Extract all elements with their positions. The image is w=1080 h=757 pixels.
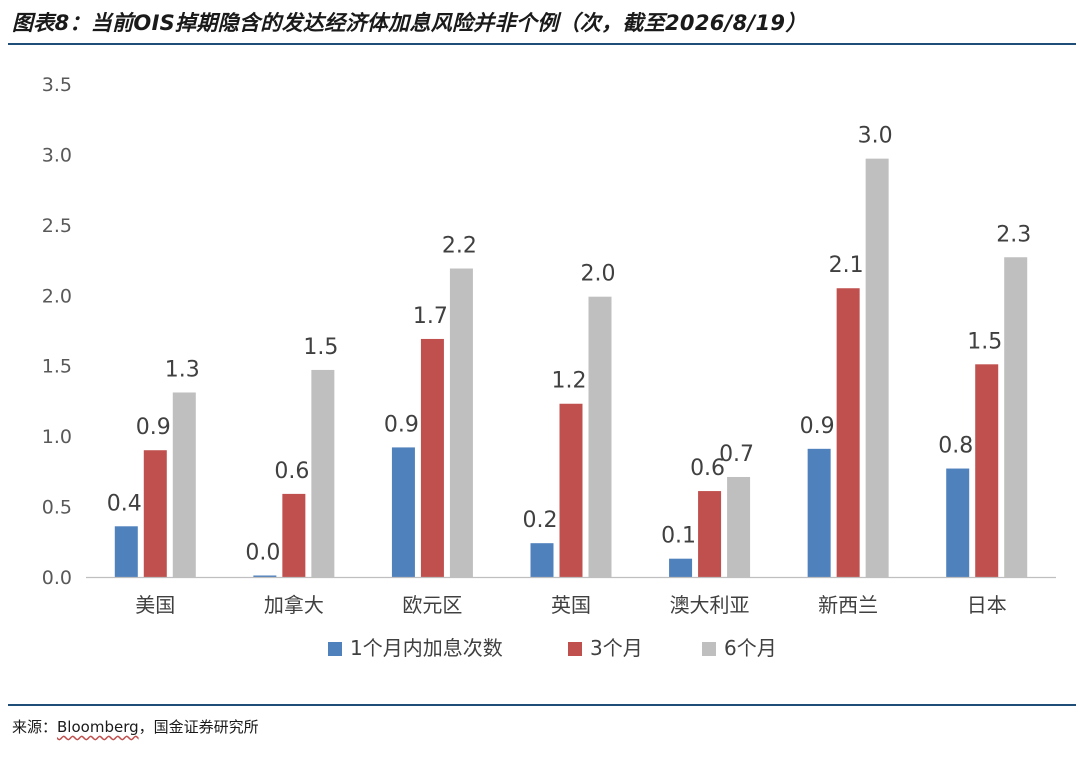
- bar-2: [836, 288, 860, 577]
- bars: [114, 158, 1028, 577]
- bar-3: [865, 158, 889, 577]
- bar-3: [588, 296, 612, 577]
- data-label: 2.0: [581, 262, 616, 287]
- bar-3: [727, 476, 751, 577]
- data-label: 0.0: [245, 541, 280, 566]
- data-label: 0.6: [690, 456, 725, 481]
- data-label: 0.2: [523, 508, 558, 533]
- y-tick-label: 3.5: [42, 74, 72, 96]
- data-label: 1.5: [967, 329, 1002, 354]
- x-tick-label: 英国: [551, 593, 591, 617]
- title-divider: [8, 43, 1076, 45]
- bar-1: [530, 543, 554, 577]
- y-tick-label: 1.0: [42, 426, 72, 448]
- y-tick-label: 3.0: [42, 144, 72, 166]
- source-suffix: ，国金证券研究所: [138, 718, 259, 736]
- bar-chart: 0.0 0.5 1.0 1.5 2.0 2.5 3.0 3.5 0.4 0.9 1.3 0.0 0.6…: [42, 74, 1056, 660]
- source-note: 来源：Bloomberg，国金证券研究所: [12, 716, 259, 737]
- bar-1: [391, 447, 415, 577]
- y-axis: 0.0 0.5 1.0 1.5 2.0 2.5 3.0 3.5: [42, 74, 72, 589]
- y-tick-label: 2.5: [42, 215, 72, 237]
- legend: 1个月内加息次数 3个月 6个月: [328, 636, 777, 660]
- bar-2: [975, 364, 999, 577]
- data-label: 0.9: [384, 412, 419, 437]
- x-axis: 美国 加拿大 欧元区 英国 澳大利亚 新西兰 日本: [135, 593, 1006, 617]
- bar-1: [807, 448, 831, 577]
- bar-3: [1004, 257, 1028, 577]
- data-label: 0.6: [274, 459, 309, 484]
- bar-2: [143, 450, 167, 577]
- bar-3: [311, 369, 335, 577]
- bar-2: [420, 338, 444, 577]
- data-label: 0.1: [661, 524, 696, 549]
- bar-2: [559, 403, 583, 577]
- data-label: 0.8: [938, 434, 973, 459]
- data-label: 0.7: [719, 442, 754, 467]
- data-label: 0.9: [136, 415, 171, 440]
- bar-1: [253, 575, 277, 577]
- data-label: 1.7: [413, 304, 448, 329]
- legend-swatch: [702, 642, 716, 656]
- legend-swatch: [568, 642, 582, 656]
- y-tick-label: 0.0: [42, 567, 72, 589]
- x-tick-label: 澳大利亚: [670, 593, 750, 617]
- bar-3: [172, 392, 196, 577]
- y-tick-label: 1.5: [42, 356, 72, 378]
- bar-3: [449, 268, 473, 577]
- legend-label: 3个月: [590, 636, 643, 660]
- bar-1: [946, 468, 970, 577]
- x-tick-label: 欧元区: [402, 593, 462, 617]
- data-label: 2.1: [829, 253, 864, 278]
- data-label: 2.2: [442, 234, 477, 259]
- source-prefix: 来源：: [12, 718, 58, 736]
- data-label: 1.5: [303, 335, 338, 360]
- legend-swatch: [328, 642, 342, 656]
- data-label: 1.3: [165, 357, 200, 382]
- x-tick-label: 加拿大: [264, 593, 324, 617]
- legend-label: 6个月: [724, 636, 777, 660]
- footer-divider: [8, 704, 1076, 706]
- data-label: 2.3: [996, 222, 1031, 247]
- data-label: 0.9: [800, 414, 835, 439]
- y-tick-label: 0.5: [42, 497, 72, 519]
- x-tick-label: 新西兰: [818, 593, 878, 617]
- legend-label: 1个月内加息次数: [350, 636, 503, 660]
- y-tick-label: 2.0: [42, 285, 72, 307]
- x-tick-label: 美国: [135, 593, 175, 617]
- chart-title: 图表8：当前OIS掉期隐含的发达经济体加息风险并非个例（次，截至2026/8/1…: [12, 11, 807, 35]
- data-label: 0.4: [107, 491, 142, 516]
- data-label: 1.2: [552, 369, 587, 394]
- bar-1: [114, 526, 138, 577]
- bar-1: [669, 558, 693, 577]
- bar-2: [282, 493, 306, 577]
- bar-2: [698, 491, 722, 577]
- data-labels: 0.4 0.9 1.3 0.0 0.6 1.5 0.9 1.7 2.2 0.2 1.2 2.0 0.1 0…: [107, 124, 1031, 566]
- x-tick-label: 日本: [967, 593, 1007, 617]
- source-name: Bloomberg: [57, 718, 139, 736]
- data-label: 3.0: [858, 124, 893, 149]
